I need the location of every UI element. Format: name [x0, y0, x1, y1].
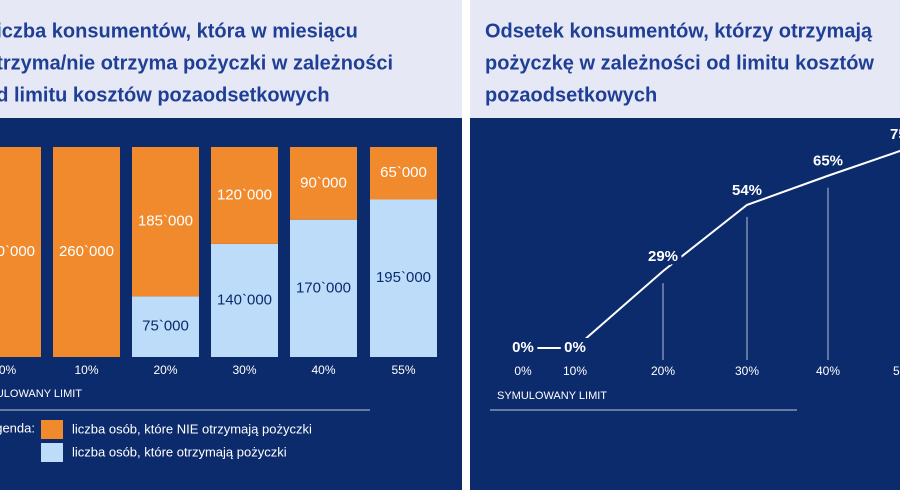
x-tick-label: 55%: [391, 363, 415, 377]
value-label: 65`000: [380, 164, 427, 181]
x-axis-label: SYMULOWANY LIMIT: [0, 388, 82, 400]
x-tick-label: 10%: [74, 363, 98, 377]
x-tick-label: 30%: [735, 364, 759, 378]
x-tick-label: 10%: [563, 364, 587, 378]
value-label: 65%: [813, 153, 843, 170]
legend-swatch: [41, 420, 63, 439]
value-label: 75`000: [142, 318, 189, 335]
value-label: 0%: [564, 339, 586, 356]
value-label: 54%: [732, 182, 762, 199]
bar-segment: [211, 147, 278, 244]
legend-label: liczba osób, które NIE otrzymają pożyczk…: [72, 421, 312, 436]
title-panel: [470, 0, 900, 118]
bar-segment: [370, 147, 437, 200]
chart-title: otrzyma/nie otrzyma pożyczki w zależnośc…: [0, 52, 393, 74]
bar-segment: [132, 147, 199, 297]
legend-swatch: [41, 443, 63, 462]
x-tick-label: 20%: [651, 364, 675, 378]
value-label: 75%: [890, 126, 900, 143]
value-label: 185`000: [138, 213, 193, 230]
x-tick-label: 0%: [514, 364, 532, 378]
bar-segment: [132, 296, 199, 357]
value-label: 260`000: [0, 243, 35, 260]
chart-title: Odsetek konsumentów, którzy otrzymają: [485, 20, 873, 42]
value-label: 0%: [512, 339, 534, 356]
bar-segment: [370, 199, 437, 357]
x-axis-label: SYMULOWANY LIMIT: [497, 390, 607, 402]
value-label: 170`000: [296, 279, 351, 296]
x-tick-label: 40%: [311, 363, 335, 377]
x-tick-label: 0%: [0, 363, 17, 377]
bar-segment: [0, 147, 41, 357]
bar-segment: [290, 147, 357, 220]
line: [523, 149, 900, 349]
bar-segment: [290, 219, 357, 357]
value-label: 195`000: [376, 269, 431, 286]
bar-segment: [211, 243, 278, 357]
x-tick-label: 40%: [816, 364, 840, 378]
chart-title: od limitu kosztów pozaodsetkowych: [0, 84, 330, 106]
x-tick-label: 20%: [153, 363, 177, 377]
title-panel: [0, 0, 462, 118]
value-label: 140`000: [217, 291, 272, 308]
value-label: 29%: [648, 248, 678, 265]
value-label: 260`000: [59, 243, 114, 260]
value-label: 120`000: [217, 186, 272, 203]
legend-title: Legenda:: [0, 420, 35, 435]
chart-title: pozaodsetkowych: [485, 84, 657, 106]
x-tick-label: 30%: [232, 363, 256, 377]
value-label: 90`000: [300, 174, 347, 191]
bar-segment: [53, 147, 120, 357]
chart-title: Liczba konsumentów, która w miesiącu: [0, 20, 358, 42]
legend-label: liczba osób, które otrzymają pożyczki: [72, 444, 287, 459]
x-tick-label: 55%: [893, 364, 900, 378]
chart-title: pożyczkę w zależności od limitu kosztów: [485, 52, 874, 74]
